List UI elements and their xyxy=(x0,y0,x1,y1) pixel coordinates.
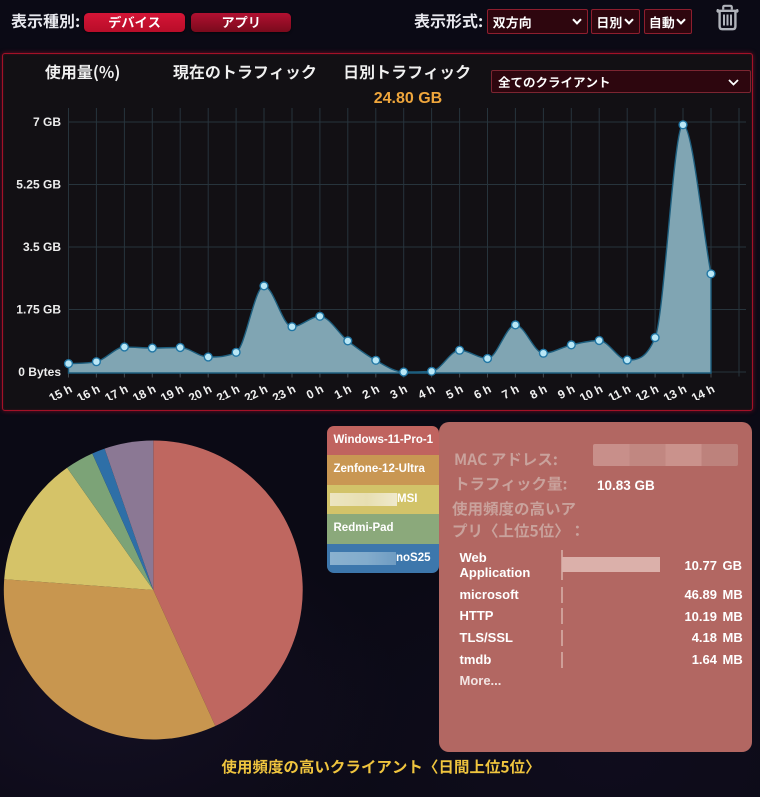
svg-text:23 h: 23 h xyxy=(270,382,298,400)
svg-text:6 h: 6 h xyxy=(472,382,494,400)
svg-text:15 h: 15 h xyxy=(47,382,75,400)
svg-text:7 GB: 7 GB xyxy=(33,115,61,129)
svg-text:1 h: 1 h xyxy=(332,382,354,400)
svg-text:7 h: 7 h xyxy=(499,382,521,400)
svg-text:0 h: 0 h xyxy=(304,382,326,400)
svg-text:10 h: 10 h xyxy=(577,382,605,400)
svg-text:12 h: 12 h xyxy=(633,382,661,400)
svg-text:0 Bytes: 0 Bytes xyxy=(18,365,61,379)
svg-text:5.25 GB: 5.25 GB xyxy=(16,178,61,192)
svg-text:5 h: 5 h xyxy=(444,382,466,400)
svg-text:4 h: 4 h xyxy=(416,382,438,400)
svg-text:17 h: 17 h xyxy=(103,382,131,400)
svg-text:14 h: 14 h xyxy=(689,382,717,400)
svg-text:21 h: 21 h xyxy=(214,382,242,400)
svg-text:3.5 GB: 3.5 GB xyxy=(23,240,61,254)
svg-text:8 h: 8 h xyxy=(527,382,549,400)
svg-text:1.75 GB: 1.75 GB xyxy=(16,303,61,317)
svg-text:22 h: 22 h xyxy=(242,382,270,400)
svg-text:11 h: 11 h xyxy=(606,382,633,400)
svg-text:3 h: 3 h xyxy=(388,382,410,400)
svg-text:20 h: 20 h xyxy=(186,382,214,400)
svg-text:13 h: 13 h xyxy=(661,382,689,400)
svg-text:19 h: 19 h xyxy=(158,382,186,400)
svg-text:9 h: 9 h xyxy=(555,382,577,400)
svg-text:16 h: 16 h xyxy=(75,382,103,400)
svg-text:2 h: 2 h xyxy=(360,382,382,400)
svg-text:18 h: 18 h xyxy=(130,382,158,400)
